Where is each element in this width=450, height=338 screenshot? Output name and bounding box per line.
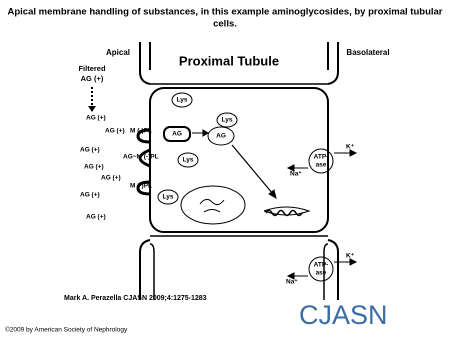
atp-label: ase [316,270,327,277]
ag-label: AG (+) [80,147,100,154]
membrane-label: M (-)PL [130,128,152,135]
atp-label: ATP- [314,154,329,161]
ag-label: AG (+) [86,214,106,221]
logo: CJASN [299,300,388,330]
apical-label: Apical [106,48,130,57]
atp-label: ase [316,162,327,169]
ion-label: K⁺ [346,253,355,260]
membrane-label: M (-)PL [130,183,152,190]
title-line: Apical membrane handling of substances, … [8,7,443,18]
membrane-label: AG~M (-)PL [123,154,159,161]
membranes [136,42,339,300]
ag-label: AG (+) [80,192,100,199]
arrow-head [88,106,96,112]
atp-label: ATP- [314,262,329,269]
basolateral-label: Basolateral [346,48,389,57]
lys-label: Lys [177,97,188,104]
pump [308,256,334,282]
ag-label: AG (+) [105,128,125,135]
pump [308,148,334,174]
organelles [157,92,311,225]
ion-label: Na⁺ [286,279,298,286]
ag-label: AG (+) [84,164,104,171]
lys-label: Lys [222,117,233,124]
ag-cell-label: AG [216,133,226,140]
heading: Proximal Tubule [179,53,279,68]
ag-cell-label: AG [172,131,182,138]
lys-label: Lys [163,194,174,201]
copyright: ©2009 by American Society of Nephrology [5,326,128,334]
filtered-label: Filtered [78,64,106,73]
arrows [192,129,358,280]
ion-label: Na⁺ [290,171,302,178]
lumen-labels: AG (+) AG (+) AG (+) AG (+) AG (+) AG (+… [80,115,159,221]
title-line: cells. [213,19,237,30]
ag-label: AG (+) [86,115,106,122]
citation: Mark A. Perazella CJASN 2009;4:1275-1283 [64,295,207,302]
ag-label: AG (+) [101,175,121,182]
lys-label: Lys [183,157,194,164]
filtered-label: AG (+) [81,74,104,83]
ion-label: K⁺ [346,144,355,151]
